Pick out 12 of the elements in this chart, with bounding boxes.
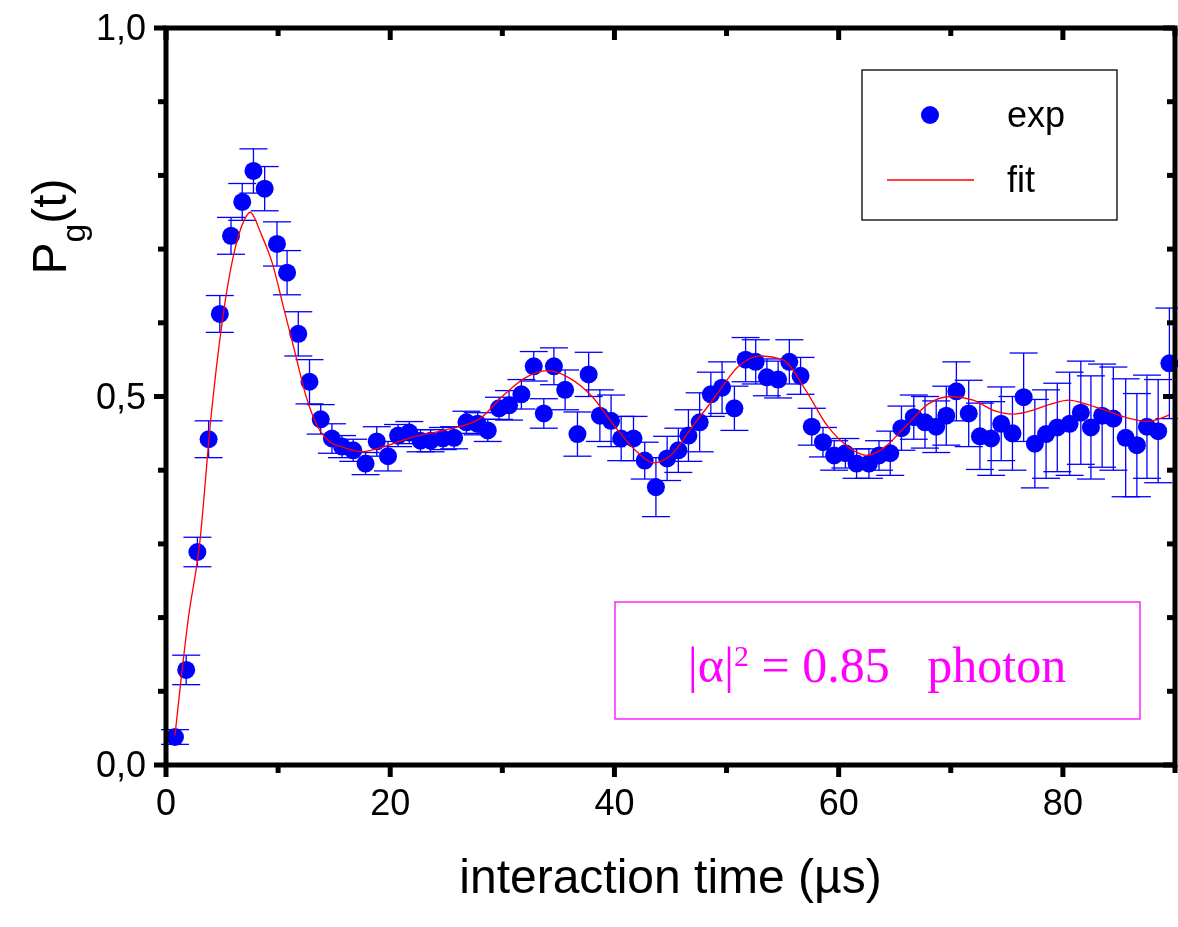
y-tick-label: 0,0 bbox=[95, 744, 146, 785]
y-tick-label: 0,5 bbox=[95, 375, 146, 417]
x-tick-label: 20 bbox=[370, 782, 411, 823]
x-tick-label: 80 bbox=[1042, 782, 1083, 823]
annotation: |α|$^{2}$ = 0.85 photon bbox=[687, 637, 1067, 693]
legend-label: fit bbox=[1007, 159, 1036, 200]
x-tick-label: 40 bbox=[594, 782, 635, 823]
legend-label: exp bbox=[1007, 94, 1066, 135]
x-axis-title: interaction time (µs) bbox=[459, 850, 882, 903]
x-tick-label: 60 bbox=[818, 782, 859, 823]
x-tick-label: 0 bbox=[155, 782, 177, 823]
y-tick-label: 1,0 bbox=[95, 7, 146, 48]
